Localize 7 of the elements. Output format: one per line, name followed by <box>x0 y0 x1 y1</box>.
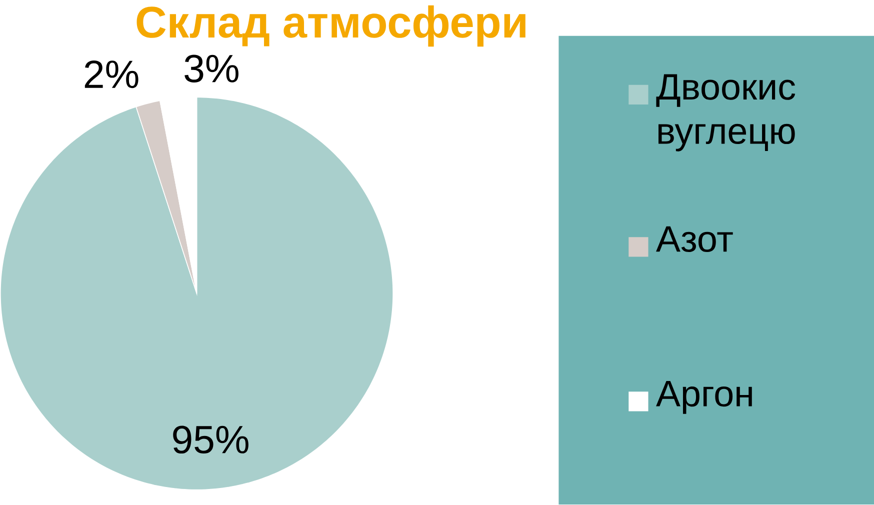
data-label: 3% <box>184 54 238 83</box>
legend-label: Двоокис вуглецю <box>656 74 796 152</box>
chart-title: Склад атмосфери <box>136 6 526 47</box>
legend-label: Азот <box>656 226 733 252</box>
data-label: 2% <box>84 60 138 88</box>
data-label: 95% <box>173 426 248 454</box>
legend-label: Аргон <box>656 381 752 414</box>
